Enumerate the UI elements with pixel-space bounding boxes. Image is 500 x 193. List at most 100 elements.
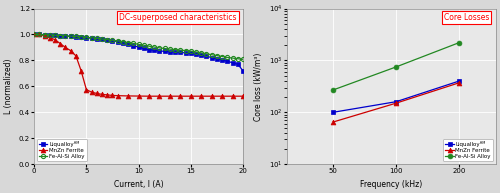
Fe-Al-Si Alloy [78, 36, 84, 38]
MnZn Ferrite [36, 33, 43, 36]
Liqualloyᴴᴹ [240, 70, 246, 72]
MnZn Ferrite [136, 95, 141, 97]
Liqualloyᴴᴹ [178, 51, 184, 53]
MnZn Ferrite [198, 95, 204, 97]
Fe-Al-Si Alloy [57, 34, 63, 37]
Liqualloyᴴᴹ [214, 58, 220, 60]
Liqualloyᴴᴹ [114, 41, 120, 43]
Liqualloyᴴᴹ [104, 39, 110, 41]
Fe-Al-Si Alloy [208, 53, 214, 56]
Liqualloyᴴᴹ [99, 38, 105, 41]
Fe-Al-Si Alloy [114, 40, 120, 42]
Fe-Al-Si Alloy [230, 57, 235, 59]
Text: DC-superposed characteristics: DC-superposed characteristics [120, 13, 237, 22]
Fe-Al-Si Alloy [224, 56, 230, 59]
Liqualloyᴴᴹ [456, 80, 462, 82]
MnZn Ferrite [104, 94, 110, 96]
Fe-Al-Si Alloy [104, 39, 110, 41]
Text: Core Losses: Core Losses [444, 13, 490, 22]
Liqualloyᴴᴹ [47, 34, 53, 36]
Liqualloyᴴᴹ [162, 50, 168, 52]
Liqualloyᴴᴹ [36, 33, 43, 36]
Liqualloyᴴᴹ [62, 35, 68, 37]
MnZn Ferrite [230, 95, 235, 97]
Fe-Al-Si Alloy [42, 34, 48, 36]
Liqualloyᴴᴹ [52, 34, 58, 36]
MnZn Ferrite [84, 88, 89, 91]
Liqualloyᴴᴹ [193, 53, 199, 55]
MnZn Ferrite [167, 95, 173, 97]
Fe-Al-Si Alloy [172, 48, 178, 51]
Fe-Al-Si Alloy [214, 54, 220, 57]
Liqualloyᴴᴹ [188, 52, 194, 55]
Fe-Al-Si Alloy [182, 49, 188, 52]
Liqualloyᴴᴹ [219, 59, 225, 61]
Liqualloyᴴᴹ [136, 46, 141, 48]
Fe-Al-Si Alloy [156, 47, 162, 49]
MnZn Ferrite [114, 95, 120, 97]
Liqualloyᴴᴹ [84, 36, 89, 39]
Fe-Al-Si Alloy [235, 58, 241, 60]
Liqualloyᴴᴹ [57, 35, 63, 37]
X-axis label: Current, I (A): Current, I (A) [114, 180, 164, 189]
Fe-Al-Si Alloy [125, 41, 131, 44]
Liqualloyᴴᴹ [110, 40, 116, 42]
Fe-Al-Si Alloy [52, 34, 58, 36]
Fe-Al-Si Alloy [130, 42, 136, 45]
Y-axis label: L (normalized): L (normalized) [4, 59, 13, 114]
MnZn Ferrite [393, 102, 399, 104]
MnZn Ferrite [156, 95, 162, 97]
Liqualloyᴴᴹ [31, 33, 37, 36]
MnZn Ferrite [188, 95, 194, 97]
Liqualloyᴴᴹ [68, 35, 73, 38]
Fe-Al-Si Alloy [62, 35, 68, 37]
Fe-Al-Si Alloy [47, 34, 53, 36]
MnZn Ferrite [31, 33, 37, 36]
Liqualloyᴴᴹ [198, 54, 204, 56]
Liqualloyᴴᴹ [120, 42, 126, 44]
Fe-Al-Si Alloy [68, 35, 73, 37]
Liqualloyᴴᴹ [167, 51, 173, 53]
Liqualloyᴴᴹ [224, 60, 230, 63]
Fe-Al-Si Alloy [31, 33, 37, 36]
Fe-Al-Si Alloy [330, 89, 336, 91]
Fe-Al-Si Alloy [110, 39, 116, 41]
Liqualloyᴴᴹ [42, 34, 48, 36]
Line: Fe-Al-Si Alloy: Fe-Al-Si Alloy [331, 40, 462, 92]
MnZn Ferrite [330, 121, 336, 123]
Fe-Al-Si Alloy [198, 52, 204, 54]
Liqualloyᴴᴹ [182, 52, 188, 54]
Fe-Al-Si Alloy [151, 46, 157, 48]
MnZn Ferrite [57, 42, 63, 45]
Y-axis label: Core loss (kW/m³): Core loss (kW/m³) [254, 52, 264, 120]
Liqualloyᴴᴹ [146, 49, 152, 51]
MnZn Ferrite [125, 95, 131, 97]
MnZn Ferrite [78, 70, 84, 72]
Liqualloyᴴᴹ [235, 63, 241, 65]
Liqualloyᴴᴹ [130, 44, 136, 47]
Line: Liqualloyᴴᴹ: Liqualloyᴴᴹ [331, 79, 462, 115]
MnZn Ferrite [178, 95, 184, 97]
Fe-Al-Si Alloy [178, 49, 184, 51]
Line: Liqualloyᴴᴹ: Liqualloyᴴᴹ [32, 32, 245, 73]
Liqualloyᴴᴹ [172, 51, 178, 53]
Line: MnZn Ferrite: MnZn Ferrite [331, 80, 462, 124]
Liqualloyᴴᴹ [125, 43, 131, 45]
Fe-Al-Si Alloy [73, 35, 79, 38]
MnZn Ferrite [146, 95, 152, 97]
X-axis label: Frequency (kHz): Frequency (kHz) [360, 180, 422, 189]
MnZn Ferrite [88, 91, 94, 93]
Liqualloyᴴᴹ [330, 111, 336, 113]
Fe-Al-Si Alloy [136, 43, 141, 46]
Fe-Al-Si Alloy [204, 53, 210, 55]
MnZn Ferrite [94, 92, 100, 95]
Liqualloyᴴᴹ [208, 56, 214, 59]
MnZn Ferrite [99, 93, 105, 96]
MnZn Ferrite [62, 46, 68, 49]
Legend: Liqualloyᴴᴹ, MnZn Ferrite, Fe-Al-Si Alloy: Liqualloyᴴᴹ, MnZn Ferrite, Fe-Al-Si Allo… [37, 139, 87, 161]
Fe-Al-Si Alloy [36, 33, 43, 36]
Fe-Al-Si Alloy [84, 36, 89, 38]
MnZn Ferrite [73, 55, 79, 57]
Fe-Al-Si Alloy [99, 38, 105, 40]
MnZn Ferrite [240, 95, 246, 97]
